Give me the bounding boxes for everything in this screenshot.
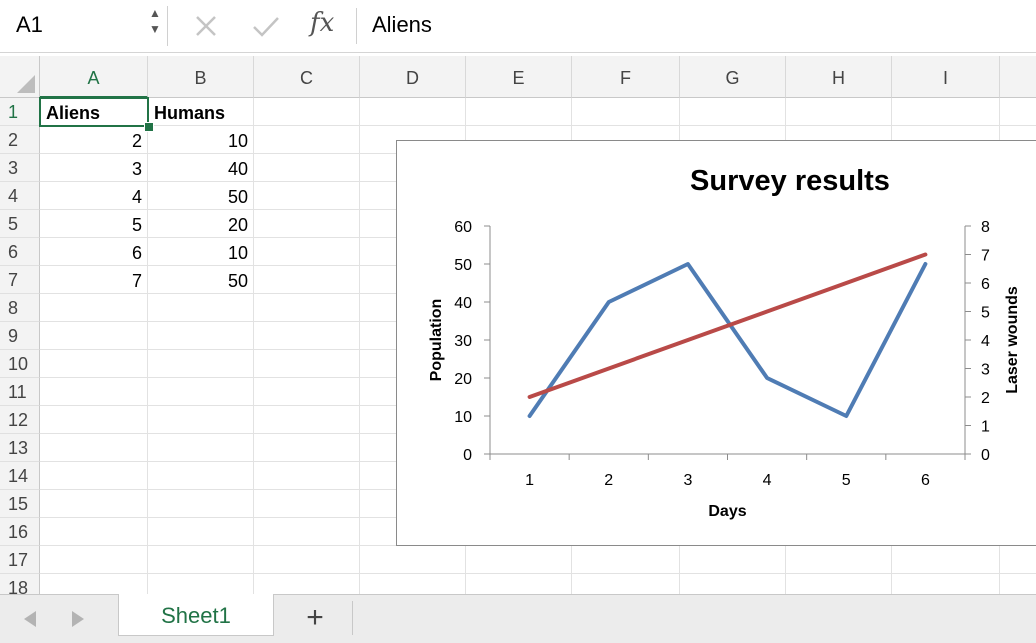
row-header-13[interactable]: 13 — [0, 434, 40, 462]
y-tick-label: 40 — [454, 295, 472, 312]
y2-tick-label: 8 — [981, 219, 990, 236]
y-tick-label: 50 — [454, 257, 472, 274]
column-header-d[interactable]: D — [360, 56, 466, 98]
name-box-value: A1 — [16, 12, 43, 37]
row-header-10[interactable]: 10 — [0, 350, 40, 378]
row-header-1[interactable]: 1 — [0, 98, 40, 126]
y2-tick-label: 3 — [981, 362, 990, 379]
series-line-1 — [527, 262, 928, 418]
y2-axis-label: Laser wounds — [1004, 286, 1021, 394]
column-header-h[interactable]: H — [786, 56, 892, 98]
chevron-down-icon[interactable]: ▼ — [149, 22, 161, 36]
cell-a3[interactable]: 3 — [131, 159, 142, 179]
row-header-6[interactable]: 6 — [0, 238, 40, 266]
x-tick-label: 1 — [525, 472, 534, 489]
row-header-11[interactable]: 11 — [0, 378, 40, 406]
row-header-14[interactable]: 14 — [0, 462, 40, 490]
row-header-17[interactable]: 17 — [0, 546, 40, 574]
column-header-c[interactable]: C — [254, 56, 360, 98]
chevron-up-icon[interactable]: ▲ — [149, 6, 161, 20]
y-tick-label: 0 — [463, 447, 472, 464]
name-box-stepper[interactable]: ▲ ▼ — [146, 4, 164, 44]
row-header-3[interactable]: 3 — [0, 154, 40, 182]
cell-b7[interactable]: 50 — [227, 271, 248, 291]
column-gridline — [359, 98, 360, 594]
y-tick-label: 60 — [454, 219, 472, 236]
add-sheet-icon[interactable]: + — [306, 601, 324, 634]
active-cell-border — [39, 97, 149, 127]
row-header-7[interactable]: 7 — [0, 266, 40, 294]
fx-icon[interactable]: fx — [310, 8, 335, 38]
x-tick-label: 2 — [604, 472, 613, 489]
row-gridline — [40, 573, 1036, 574]
row-header-15[interactable]: 15 — [0, 490, 40, 518]
y-tick-label: 20 — [454, 371, 472, 388]
y2-tick-label: 7 — [981, 248, 990, 265]
triangle-right-icon[interactable] — [72, 611, 84, 627]
x-tick-label: 5 — [842, 472, 851, 489]
column-header-b[interactable]: B — [148, 56, 254, 98]
divider — [167, 6, 168, 46]
series-line-2 — [527, 252, 928, 399]
cell-b4[interactable]: 50 — [227, 187, 248, 207]
close-icon[interactable] — [192, 12, 220, 40]
row-header-4[interactable]: 4 — [0, 182, 40, 210]
y2-tick-label: 1 — [981, 419, 990, 436]
divider — [356, 8, 357, 44]
x-tick-label: 6 — [921, 472, 930, 489]
x-axis-label: Days — [708, 503, 746, 520]
sheet-tab[interactable]: Sheet1 — [118, 594, 274, 636]
triangle-left-icon[interactable] — [24, 611, 36, 627]
row-header-5[interactable]: 5 — [0, 210, 40, 238]
sheet-tab-bar: Sheet1 + — [0, 594, 1036, 643]
cell-b2[interactable]: 10 — [227, 131, 248, 151]
cell-a4[interactable]: 4 — [131, 187, 142, 207]
formula-bar: A1 ▲ ▼ fx Aliens — [0, 0, 1036, 53]
column-header-f[interactable]: F — [572, 56, 680, 98]
cell-a6[interactable]: 6 — [131, 243, 142, 263]
cell-b6[interactable]: 10 — [227, 243, 248, 263]
y-tick-label: 10 — [454, 409, 472, 426]
cell-a7[interactable]: 7 — [131, 271, 142, 291]
cell-a2[interactable]: 2 — [131, 131, 142, 151]
row-header-12[interactable]: 12 — [0, 406, 40, 434]
x-tick-label: 3 — [683, 472, 692, 489]
column-header-i[interactable]: I — [892, 56, 1000, 98]
row-header-16[interactable]: 16 — [0, 518, 40, 546]
column-header-e[interactable]: E — [466, 56, 572, 98]
chart[interactable]: Survey results 0 10 20 30 40 50 60 0 1 2 3 4 5 6 7 8 1 2 3 4… — [396, 140, 1036, 546]
formula-input[interactable]: Aliens — [372, 12, 432, 37]
cell-b5[interactable]: 20 — [227, 215, 248, 235]
cell-b1[interactable]: Humans — [154, 103, 226, 123]
column-header-a[interactable]: A — [40, 56, 148, 98]
y2-tick-label: 2 — [981, 390, 990, 407]
column-header-partial — [1000, 56, 1036, 98]
row-header-8[interactable]: 8 — [0, 294, 40, 322]
select-all-button[interactable] — [0, 56, 40, 98]
row-header-18[interactable]: 18 — [0, 574, 40, 594]
cell-b3[interactable]: 40 — [227, 159, 248, 179]
y2-tick-label: 6 — [981, 276, 990, 293]
y2-tick-label: 0 — [981, 447, 990, 464]
fill-handle[interactable] — [144, 122, 154, 132]
x-tick-label: 4 — [763, 472, 772, 489]
row-header-2[interactable]: 2 — [0, 126, 40, 154]
cell-a1[interactable]: Aliens — [46, 103, 101, 123]
y2-tick-label: 4 — [981, 333, 990, 350]
select-all-icon — [17, 75, 35, 93]
check-icon[interactable] — [250, 12, 282, 40]
y-tick-label: 30 — [454, 333, 472, 350]
name-box[interactable]: A1 ▲ ▼ — [0, 0, 165, 50]
chart-svg: Survey results 0 10 20 30 40 50 60 0 1 2 3 4 5 6 7 8 1 2 3 4… — [428, 165, 1021, 520]
column-gridline — [147, 98, 148, 594]
chart-title: Survey results — [690, 165, 890, 197]
column-gridline — [253, 98, 254, 594]
divider — [352, 601, 353, 635]
row-gridline — [40, 125, 1036, 126]
y-axis-label: Population — [428, 299, 445, 382]
column-header-g[interactable]: G — [680, 56, 786, 98]
y2-tick-label: 5 — [981, 305, 990, 322]
cell-a5[interactable]: 5 — [131, 215, 142, 235]
row-header-9[interactable]: 9 — [0, 322, 40, 350]
